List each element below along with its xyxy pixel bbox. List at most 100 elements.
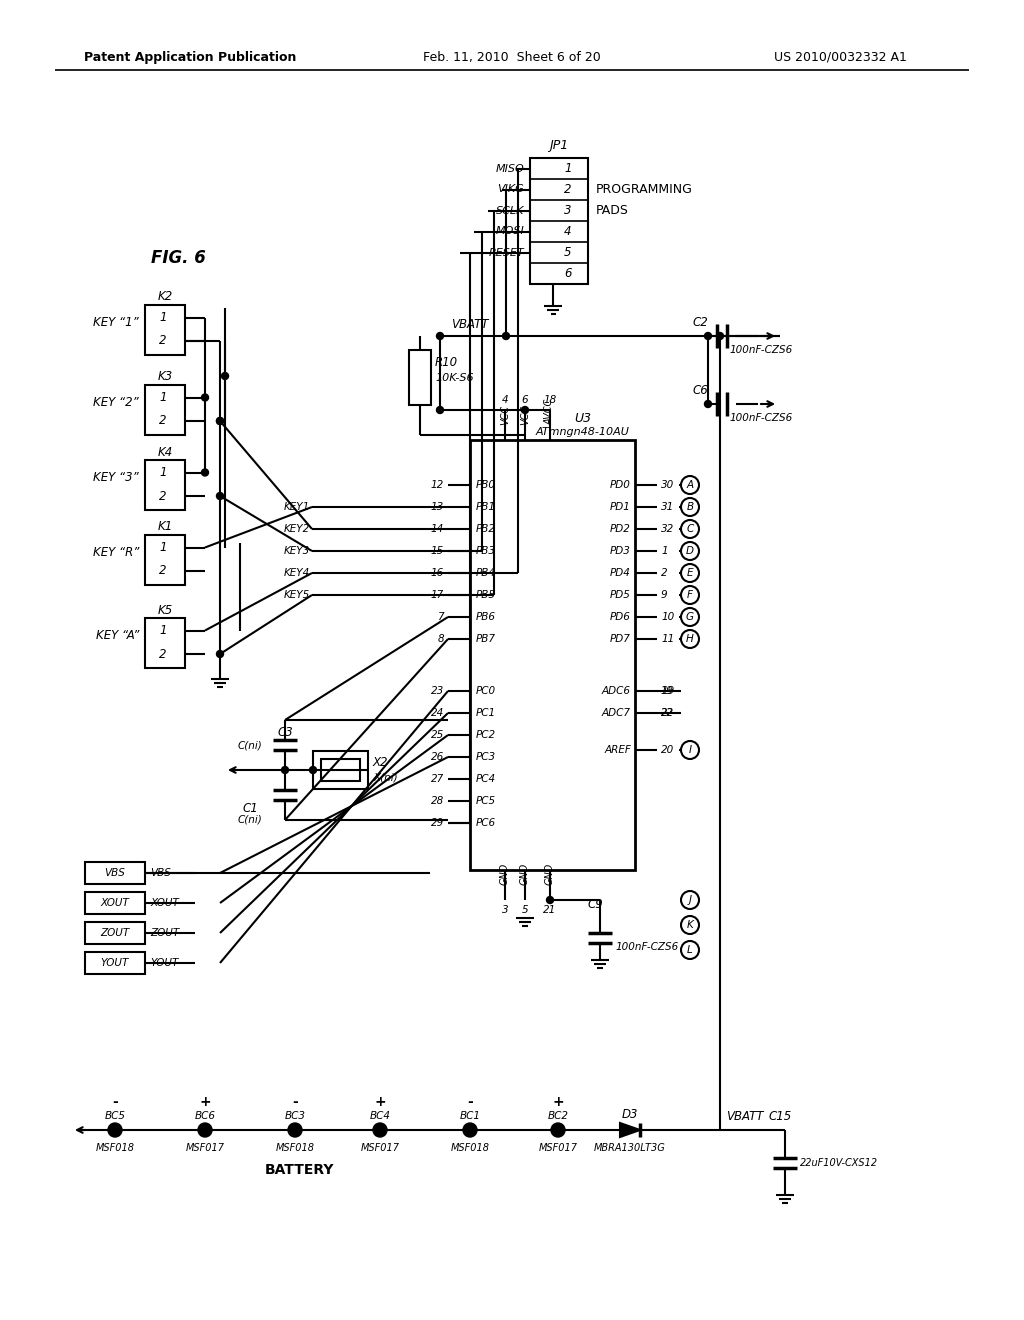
Text: VCC: VCC xyxy=(520,405,530,425)
Text: MSF018: MSF018 xyxy=(95,1143,134,1152)
Text: XOUT: XOUT xyxy=(150,898,179,908)
Text: PROGRAMMING: PROGRAMMING xyxy=(596,183,693,195)
Text: MSF017: MSF017 xyxy=(185,1143,224,1152)
Text: 10: 10 xyxy=(662,612,674,622)
Text: KEY “3”: KEY “3” xyxy=(93,471,139,484)
Bar xyxy=(409,350,431,405)
Text: PD0: PD0 xyxy=(610,480,631,490)
Bar xyxy=(85,892,145,913)
Text: AREF: AREF xyxy=(604,744,631,755)
Text: 16: 16 xyxy=(431,568,444,578)
Text: GND: GND xyxy=(545,863,555,884)
Text: 100nF-CZS6: 100nF-CZS6 xyxy=(730,413,794,422)
Text: K3: K3 xyxy=(158,371,173,384)
Text: F: F xyxy=(687,590,693,601)
Text: 21: 21 xyxy=(544,906,557,915)
Text: AVCC: AVCC xyxy=(545,399,555,425)
Text: K5: K5 xyxy=(158,603,173,616)
Text: 31: 31 xyxy=(662,502,674,512)
Text: ZOUT: ZOUT xyxy=(100,928,130,939)
Circle shape xyxy=(216,651,223,657)
Text: 5: 5 xyxy=(521,906,528,915)
Text: H: H xyxy=(686,634,694,644)
Circle shape xyxy=(463,1123,477,1137)
Text: 2: 2 xyxy=(564,183,571,195)
Text: 1: 1 xyxy=(160,624,167,638)
Bar xyxy=(85,862,145,884)
Text: JP1: JP1 xyxy=(549,140,568,153)
Text: K2: K2 xyxy=(158,290,173,304)
Text: PB1: PB1 xyxy=(476,502,496,512)
Circle shape xyxy=(221,372,228,380)
Text: MISO: MISO xyxy=(496,164,524,173)
Bar xyxy=(470,440,635,870)
Text: 25: 25 xyxy=(431,730,444,741)
Text: GND: GND xyxy=(500,863,510,884)
Text: GND: GND xyxy=(520,863,530,884)
Text: 2: 2 xyxy=(160,334,167,347)
Text: PC4: PC4 xyxy=(476,774,496,784)
Circle shape xyxy=(547,896,554,903)
Text: 100nF-CZS6: 100nF-CZS6 xyxy=(730,345,794,355)
Text: BC6: BC6 xyxy=(195,1111,215,1121)
Text: C(ni): C(ni) xyxy=(238,814,262,825)
Text: VBS: VBS xyxy=(150,869,171,878)
Text: D3: D3 xyxy=(622,1109,638,1122)
Text: C2: C2 xyxy=(692,315,708,329)
Text: KEY2: KEY2 xyxy=(284,524,310,535)
Text: 1: 1 xyxy=(160,466,167,479)
Text: U3: U3 xyxy=(573,412,591,425)
Text: D: D xyxy=(686,546,694,556)
Bar xyxy=(145,385,185,436)
Text: PC5: PC5 xyxy=(476,796,496,807)
Text: 2: 2 xyxy=(662,568,668,578)
Text: MBRA130LT3G: MBRA130LT3G xyxy=(594,1143,666,1152)
Text: 23: 23 xyxy=(431,686,444,696)
Text: PB3: PB3 xyxy=(476,546,496,556)
Text: US 2010/0032332 A1: US 2010/0032332 A1 xyxy=(773,50,906,63)
Text: PC6: PC6 xyxy=(476,818,496,828)
Bar xyxy=(85,921,145,944)
Text: K1: K1 xyxy=(158,520,173,533)
Text: KEY “2”: KEY “2” xyxy=(93,396,139,409)
Text: RESET: RESET xyxy=(488,248,524,257)
Text: 9: 9 xyxy=(662,590,668,601)
Text: 29: 29 xyxy=(431,818,444,828)
Text: 2: 2 xyxy=(160,565,167,578)
Text: 5: 5 xyxy=(564,246,571,259)
Text: PADS: PADS xyxy=(596,205,629,216)
Circle shape xyxy=(503,333,510,339)
Text: E: E xyxy=(687,568,693,578)
Circle shape xyxy=(282,767,289,774)
Text: C6: C6 xyxy=(692,384,708,396)
Text: -: - xyxy=(292,1096,298,1109)
Circle shape xyxy=(202,393,209,401)
Text: PD2: PD2 xyxy=(610,524,631,535)
Text: C9: C9 xyxy=(587,899,603,912)
Text: 1: 1 xyxy=(160,541,167,554)
Text: C3: C3 xyxy=(278,726,293,738)
Text: 22uF10V-CXS12: 22uF10V-CXS12 xyxy=(800,1158,879,1167)
Text: 22: 22 xyxy=(662,708,674,718)
Text: VBATT: VBATT xyxy=(452,318,488,330)
Text: 6: 6 xyxy=(564,267,571,280)
Text: 1: 1 xyxy=(662,546,668,556)
Text: PC1: PC1 xyxy=(476,708,496,718)
Circle shape xyxy=(216,417,223,425)
Text: BC2: BC2 xyxy=(548,1111,568,1121)
Text: KEY “R”: KEY “R” xyxy=(92,546,139,558)
Text: PB5: PB5 xyxy=(476,590,496,601)
Text: 2: 2 xyxy=(160,414,167,428)
Text: SCLK: SCLK xyxy=(496,206,524,215)
Polygon shape xyxy=(620,1123,640,1137)
Text: PC0: PC0 xyxy=(476,686,496,696)
Text: 26: 26 xyxy=(431,752,444,762)
Text: 11: 11 xyxy=(662,634,674,644)
Text: 15: 15 xyxy=(431,546,444,556)
Circle shape xyxy=(705,333,712,339)
Text: PD6: PD6 xyxy=(610,612,631,622)
Text: VBS: VBS xyxy=(104,869,125,878)
Text: YOUT: YOUT xyxy=(100,958,129,968)
Text: ADC6: ADC6 xyxy=(602,686,631,696)
Circle shape xyxy=(288,1123,302,1137)
